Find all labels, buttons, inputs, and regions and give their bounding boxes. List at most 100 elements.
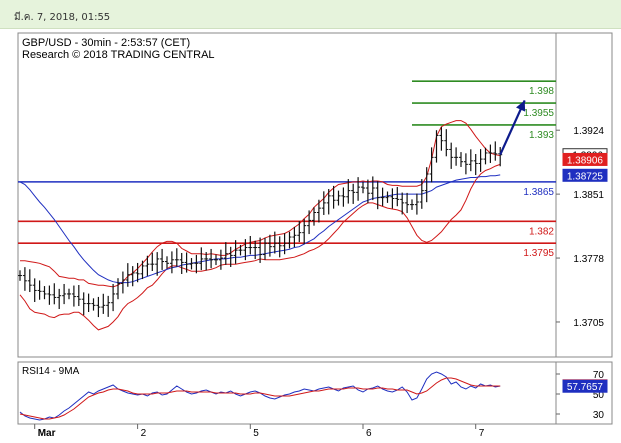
price-bar-61 <box>316 199 321 223</box>
price-bar-64 <box>331 185 336 209</box>
price-bar-10 <box>67 288 71 300</box>
price-bar-46 <box>243 239 248 261</box>
price-bar-30 <box>165 256 169 269</box>
price-bar-19 <box>111 283 116 312</box>
level-label-0: 1.398 <box>529 86 554 97</box>
price-bar-60 <box>312 207 316 226</box>
price-bar-44 <box>233 240 238 264</box>
x-tick-label-1: 2 <box>141 428 147 439</box>
price-bar-42 <box>223 242 228 265</box>
level-label-2: 1.393 <box>529 130 554 141</box>
price-bar-4 <box>37 280 42 300</box>
level-label-1: 1.3955 <box>523 108 554 119</box>
price-bar-76 <box>390 188 395 209</box>
price-bar-0 <box>18 270 22 281</box>
price-bar-38 <box>204 252 209 271</box>
projection-arrow-head <box>516 100 526 112</box>
price-bar-78 <box>400 192 405 215</box>
price-bar-12 <box>76 285 81 307</box>
price-bar-53 <box>277 236 282 258</box>
level-label-5: 1.3795 <box>523 248 554 259</box>
rsi-title: RSI14 - 9MA <box>22 366 80 377</box>
y-tick-label-1: 1.3851 <box>573 190 604 201</box>
rsi-tick-label-2: 30 <box>593 410 605 421</box>
price-bar-3 <box>32 278 37 303</box>
price-bar-49 <box>258 237 263 263</box>
price-bar-67 <box>346 179 351 204</box>
y-tick-label-2: 1.3778 <box>573 254 604 265</box>
price-bar-21 <box>120 271 125 294</box>
price-bar-74 <box>380 187 385 207</box>
price-tag-label-1: 1.38906 <box>567 155 604 166</box>
price-bar-65 <box>336 190 341 206</box>
price-bar-35 <box>189 258 194 270</box>
price-bar-56 <box>292 226 297 248</box>
price-bar-50 <box>263 237 267 260</box>
price-bar-2 <box>27 269 32 293</box>
price-bar-13 <box>81 292 86 316</box>
price-bar-57 <box>297 221 302 243</box>
price-bar-24 <box>135 262 140 283</box>
price-bar-52 <box>272 231 277 254</box>
price-bar-59 <box>307 210 312 235</box>
price-bar-40 <box>214 254 218 266</box>
price-bar-18 <box>106 295 111 317</box>
price-bar-77 <box>395 186 400 207</box>
price-bar-55 <box>287 231 292 249</box>
price-bar-92 <box>468 149 473 172</box>
price-bar-25 <box>140 260 145 280</box>
price-bar-73 <box>375 181 380 210</box>
price-bar-62 <box>321 191 326 215</box>
price-bar-33 <box>179 252 184 274</box>
price-bar-28 <box>155 252 160 276</box>
price-bar-22 <box>125 263 130 287</box>
price-bar-63 <box>326 189 331 215</box>
price-bar-17 <box>101 293 106 314</box>
price-bar-1 <box>22 267 27 291</box>
date-time-label: มี.ค. 7, 2018, 01:55 <box>14 12 111 23</box>
chart-subtitle: Research © 2018 TRADING CENTRAL <box>22 49 215 61</box>
level-label-4: 1.382 <box>529 226 554 237</box>
price-bar-80 <box>410 199 414 210</box>
price-bar-91 <box>463 153 468 175</box>
price-bar-7 <box>52 283 57 305</box>
price-bar-88 <box>449 142 454 169</box>
price-bar-90 <box>459 152 463 167</box>
price-bar-36 <box>194 254 199 274</box>
price-bar-75 <box>385 191 390 203</box>
price-bar-26 <box>145 255 150 276</box>
price-bar-9 <box>62 283 67 305</box>
price-bar-72 <box>370 176 375 201</box>
price-bar-8 <box>57 288 62 310</box>
rsi-tag-label-1: 57.7657 <box>567 382 604 393</box>
price-bar-66 <box>341 187 346 207</box>
price-bar-79 <box>405 192 410 214</box>
price-bar-54 <box>282 233 287 255</box>
price-bar-29 <box>160 248 165 270</box>
level-label-3: 1.3865 <box>523 187 554 198</box>
price-bar-51 <box>267 234 272 257</box>
price-bar-82 <box>419 179 424 209</box>
price-bar-16 <box>96 296 101 318</box>
price-bar-68 <box>351 183 356 204</box>
rsi-tag-1: 57.7657 <box>562 379 608 393</box>
price-bar-31 <box>169 251 174 274</box>
price-bar-89 <box>454 147 459 166</box>
price-bar-48 <box>253 240 258 260</box>
price-bar-34 <box>184 252 189 273</box>
price-bar-32 <box>174 248 179 267</box>
price-bar-58 <box>302 218 307 245</box>
price-bar-15 <box>91 298 96 311</box>
price-bar-27 <box>150 252 155 272</box>
rsi-series-line-1 <box>19 377 501 420</box>
price-bar-69 <box>356 177 361 201</box>
price-bar-6 <box>47 285 52 305</box>
x-tick-label-2: 5 <box>253 428 259 439</box>
price-bar-83 <box>424 167 429 203</box>
price-bar-11 <box>71 285 76 307</box>
rsi-tick-label-1: 50 <box>593 390 605 401</box>
price-bar-81 <box>414 193 419 215</box>
price-bar-41 <box>218 249 223 270</box>
price-bar-43 <box>228 246 233 267</box>
